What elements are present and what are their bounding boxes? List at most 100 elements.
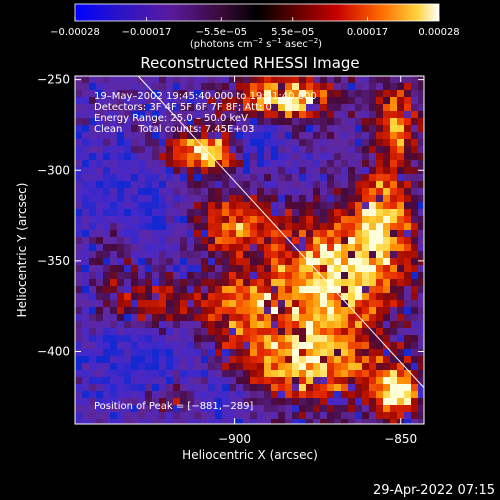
image-cell <box>313 412 320 419</box>
image-cell <box>376 181 383 188</box>
image-cell <box>180 76 187 83</box>
image-cell <box>103 279 110 286</box>
image-cell <box>397 139 404 146</box>
image-cell <box>383 125 390 132</box>
image-cell <box>159 111 166 118</box>
image-cell <box>166 321 173 328</box>
image-cell <box>362 209 369 216</box>
image-cell <box>397 384 404 391</box>
image-cell <box>236 363 243 370</box>
image-cell <box>257 370 264 377</box>
image-cell <box>397 223 404 230</box>
image-cell <box>243 90 250 97</box>
image-cell <box>180 363 187 370</box>
image-cell <box>75 195 82 202</box>
image-cell <box>348 153 355 160</box>
image-cell <box>243 244 250 251</box>
image-cell <box>89 181 96 188</box>
image-cell <box>278 335 285 342</box>
image-cell <box>229 195 236 202</box>
image-cell <box>285 251 292 258</box>
image-cell <box>418 209 424 216</box>
image-cell <box>271 258 278 265</box>
image-cell <box>264 76 271 83</box>
image-cell <box>124 209 131 216</box>
image-cell <box>383 258 390 265</box>
image-cell <box>376 356 383 363</box>
image-cell <box>348 293 355 300</box>
image-cell <box>187 90 194 97</box>
image-cell <box>131 363 138 370</box>
image-cell <box>152 251 159 258</box>
image-cell <box>348 195 355 202</box>
image-cell <box>208 300 215 307</box>
image-cell <box>383 195 390 202</box>
image-cell <box>376 293 383 300</box>
image-cell <box>264 244 271 251</box>
image-cell <box>229 321 236 328</box>
image-cell <box>152 363 159 370</box>
image-cell <box>243 237 250 244</box>
image-cell <box>390 223 397 230</box>
image-cell <box>334 146 341 153</box>
image-cell <box>390 97 397 104</box>
image-cell <box>418 237 424 244</box>
image-cell <box>187 104 194 111</box>
image-cell <box>166 258 173 265</box>
image-cell <box>208 258 215 265</box>
image-cell <box>278 391 285 398</box>
image-cell <box>208 286 215 293</box>
image-cell <box>110 342 117 349</box>
image-cell <box>222 188 229 195</box>
image-cell <box>285 167 292 174</box>
image-cell <box>222 384 229 391</box>
image-cell <box>75 307 82 314</box>
image-cell <box>306 195 313 202</box>
image-cell <box>257 342 264 349</box>
image-cell <box>208 83 215 90</box>
image-cell <box>138 377 145 384</box>
image-cell <box>194 174 201 181</box>
image-cell <box>159 419 166 424</box>
image-cell <box>376 146 383 153</box>
image-cell <box>341 293 348 300</box>
image-cell <box>411 258 418 265</box>
image-cell <box>138 293 145 300</box>
image-cell <box>320 167 327 174</box>
image-cell <box>355 125 362 132</box>
image-cell <box>173 83 180 90</box>
image-cell <box>145 216 152 223</box>
image-cell <box>411 321 418 328</box>
image-cell <box>103 363 110 370</box>
image-cell <box>334 97 341 104</box>
image-cell <box>96 237 103 244</box>
image-cell <box>383 370 390 377</box>
image-cell <box>271 398 278 405</box>
image-cell <box>75 391 82 398</box>
image-cell <box>292 377 299 384</box>
image-cell <box>82 111 89 118</box>
image-cell <box>152 279 159 286</box>
image-cell <box>229 202 236 209</box>
image-cell <box>145 139 152 146</box>
image-cell <box>313 321 320 328</box>
image-cell <box>355 258 362 265</box>
image-cell <box>180 356 187 363</box>
image-cell <box>285 202 292 209</box>
image-cell <box>180 83 187 90</box>
image-cell <box>208 370 215 377</box>
image-cell <box>334 272 341 279</box>
image-cell <box>250 279 257 286</box>
image-cell <box>243 181 250 188</box>
image-cell <box>131 237 138 244</box>
image-cell <box>355 153 362 160</box>
image-cell <box>341 188 348 195</box>
image-cell <box>215 398 222 405</box>
image-cell <box>89 342 96 349</box>
image-cell <box>110 412 117 419</box>
image-cell <box>194 314 201 321</box>
image-cell <box>278 349 285 356</box>
image-cell <box>187 181 194 188</box>
image-cell <box>229 216 236 223</box>
image-cell <box>348 286 355 293</box>
